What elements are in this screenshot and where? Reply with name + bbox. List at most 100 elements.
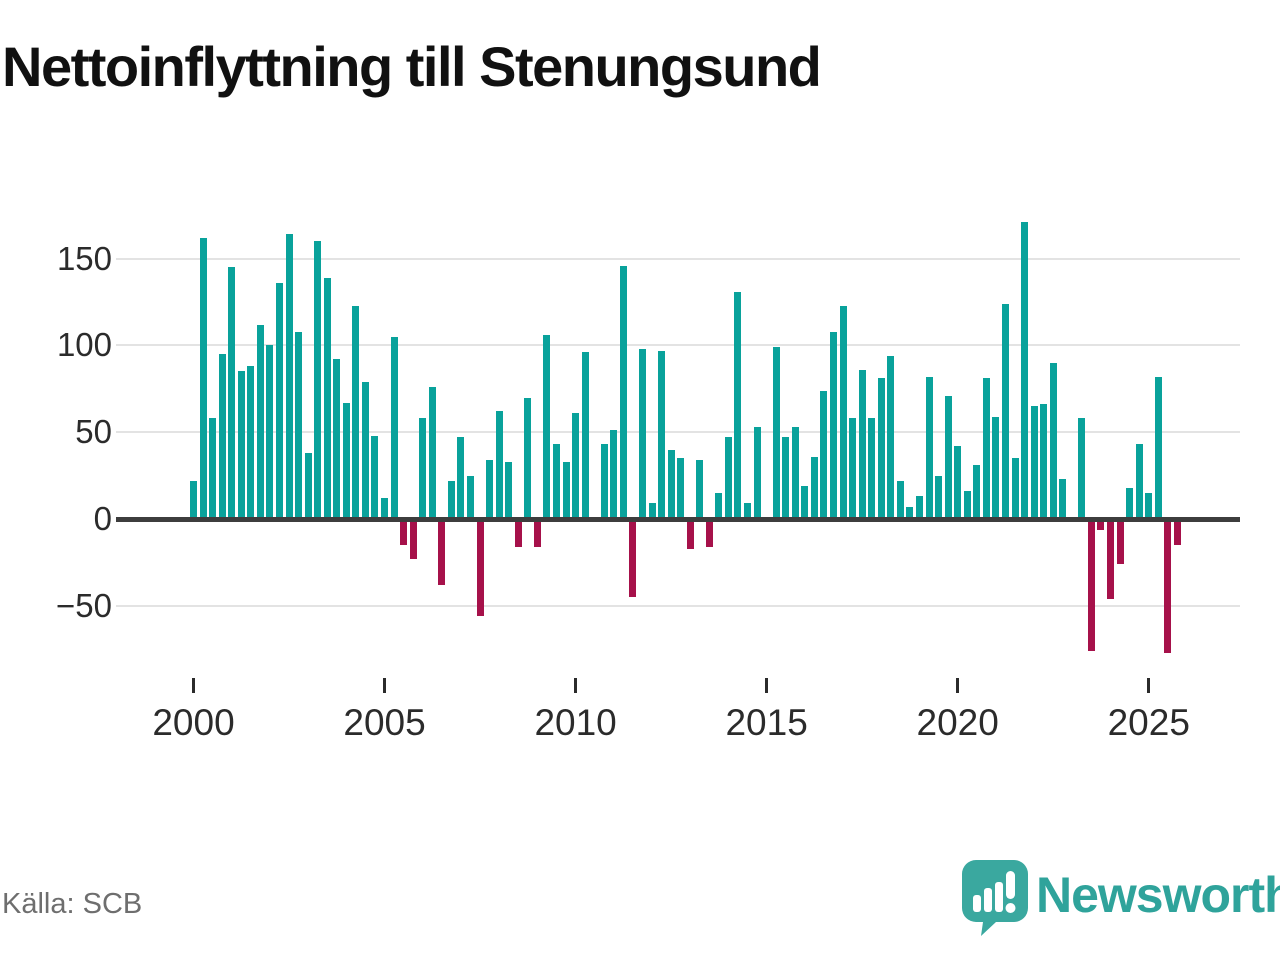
bar-q29: [467, 475, 475, 519]
x-tick-2015: [765, 678, 769, 693]
bar-q96: [1107, 521, 1115, 600]
bar-q59: [753, 427, 761, 519]
brand-name: Newsworthy: [1036, 867, 1280, 923]
bar-q17: [352, 305, 360, 519]
bar-q45: [619, 265, 627, 519]
bar-q97: [1116, 521, 1124, 565]
bar-q86: [1011, 458, 1019, 519]
bar-q28: [457, 437, 465, 519]
bar-q82: [973, 465, 981, 519]
bar-q8: [266, 345, 274, 519]
bar-q76: [915, 496, 923, 519]
bar-q83: [982, 378, 990, 519]
bar-q101: [1154, 376, 1162, 519]
bar-q54: [705, 521, 713, 548]
bar-q66: [820, 390, 828, 519]
bar-q65: [810, 456, 818, 519]
bar-q47: [638, 348, 646, 519]
bar-q4: [228, 267, 236, 519]
bar-q94: [1087, 521, 1095, 652]
bar-q73: [887, 355, 895, 519]
bar-q87: [1021, 222, 1029, 519]
bar-q3: [218, 354, 226, 519]
x-axis-label-2010: 2010: [534, 702, 617, 743]
bar-q90: [1049, 362, 1057, 519]
bar-q20: [381, 498, 389, 519]
bar-q16: [342, 402, 350, 519]
bar-q31: [486, 459, 494, 519]
bar-q61: [772, 347, 780, 519]
bar-q63: [791, 427, 799, 519]
bar-q39: [562, 461, 570, 519]
bar-q48: [648, 503, 656, 519]
bar-q74: [896, 480, 904, 519]
bar-q98: [1126, 487, 1134, 519]
bar-q78: [935, 475, 943, 519]
bar-q25: [428, 387, 436, 519]
gridline-100: [116, 344, 1240, 347]
bar-chart: 150 100 50 0 −50 2000 2005 2010 2015 2020 2025: [56, 222, 1240, 743]
x-tick-2020: [956, 678, 960, 693]
bar-q2: [209, 418, 217, 519]
gridline-50: [116, 431, 1240, 434]
x-axis-label-2025: 2025: [1107, 702, 1190, 743]
bar-q11: [295, 331, 303, 519]
gridline-150: [116, 257, 1240, 260]
x-axis-label-2005: 2005: [343, 702, 426, 743]
bar-q36: [533, 521, 541, 548]
bar-q32: [495, 411, 503, 519]
bar-q22: [400, 521, 408, 546]
bar-q71: [868, 418, 876, 519]
bar-q46: [629, 521, 637, 598]
bar-q26: [438, 521, 446, 586]
bar-q13: [314, 241, 322, 519]
bar-q100: [1145, 492, 1153, 519]
bar-q30: [476, 521, 484, 617]
bar-q56: [724, 437, 732, 519]
bar-q10: [285, 234, 293, 519]
bar-q33: [505, 461, 513, 519]
bar-q49: [658, 350, 666, 519]
bar-q9: [275, 282, 283, 519]
bar-q70: [858, 369, 866, 519]
bar-q55: [715, 492, 723, 519]
bar-q12: [304, 453, 312, 519]
bar-q99: [1135, 444, 1143, 519]
source-note: Källa: SCB: [2, 888, 143, 920]
bar-q50: [667, 449, 675, 519]
bar-q77: [925, 376, 933, 519]
bar-q89: [1040, 404, 1048, 519]
bar-q38: [552, 444, 560, 519]
bar-q93: [1078, 418, 1086, 519]
bar-q80: [954, 446, 962, 519]
page-title: Nettoinflyttning till Stenungsund: [2, 35, 822, 98]
bar-q44: [610, 430, 618, 519]
bar-q72: [877, 378, 885, 519]
x-tick-2000: [192, 678, 195, 693]
bar-q19: [371, 435, 379, 519]
bar-q21: [390, 336, 398, 519]
bar-q27: [447, 480, 455, 519]
x-tick-2025: [1147, 678, 1151, 693]
bar-q58: [744, 503, 752, 519]
bar-q81: [963, 491, 971, 519]
bar-q84: [992, 416, 1000, 519]
y-axis-label-150: 150: [56, 239, 112, 277]
bar-q102: [1164, 521, 1172, 653]
y-axis-label--50: −50: [56, 586, 112, 624]
bar-q1: [199, 237, 207, 519]
bar-q41: [581, 352, 589, 519]
bar-q95: [1097, 521, 1105, 530]
y-axis-label-100: 100: [56, 326, 112, 364]
bar-q85: [1001, 303, 1009, 519]
bar-q88: [1030, 406, 1038, 519]
bar-q0: [190, 480, 197, 519]
bar-q43: [600, 444, 608, 519]
bar-q67: [830, 331, 838, 519]
y-axis-label-0: 0: [93, 500, 112, 537]
bar-q18: [361, 381, 369, 519]
bar-q7: [256, 324, 264, 519]
bar-q24: [419, 418, 427, 519]
bar-q79: [944, 395, 952, 519]
bar-q37: [543, 335, 551, 519]
